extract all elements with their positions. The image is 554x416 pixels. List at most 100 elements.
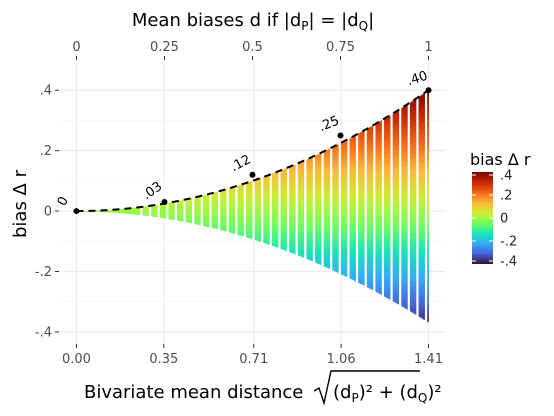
bias-cell (229, 214, 232, 217)
bias-cell (182, 213, 185, 215)
bias-cell (268, 178, 271, 181)
bias-cell (206, 200, 209, 202)
bias-cell (292, 173, 296, 177)
bias-cell (292, 171, 296, 175)
bias-cell (185, 220, 188, 222)
bias-cell (212, 220, 215, 223)
bias-cell (264, 201, 267, 204)
bias-cell (212, 223, 215, 225)
bias-cell (134, 207, 137, 209)
bias-cell (169, 202, 172, 204)
bias-cell (238, 188, 241, 191)
bias-cell (292, 189, 296, 192)
bias-cell (236, 194, 239, 196)
bias-cell (257, 203, 260, 206)
bias-cell (227, 216, 231, 219)
bias-cell (178, 203, 181, 205)
bias-cell (282, 219, 285, 222)
bias-cell (213, 194, 216, 196)
bias-cell (231, 189, 234, 192)
bias-cell (187, 211, 190, 213)
bias-cell (271, 234, 275, 238)
bias-cell (220, 191, 223, 193)
bias-cell (227, 197, 231, 199)
bias-cell (178, 207, 181, 209)
bias-cell (233, 211, 236, 213)
bias-cell (224, 194, 227, 197)
bias-cell (213, 218, 216, 220)
bias-cell (240, 230, 243, 232)
bias-cell (212, 209, 215, 211)
bias-cell (197, 218, 201, 220)
bias-cell (206, 207, 209, 209)
bias-cell (256, 191, 259, 194)
bias-cell (268, 176, 271, 179)
bias-cell (291, 237, 294, 241)
bias-cell (289, 217, 292, 221)
bias-cell (257, 208, 260, 211)
bias-cell (275, 209, 278, 212)
bias-cell (282, 179, 285, 182)
bias-cell (292, 191, 296, 195)
bias-cell (182, 209, 185, 210)
bias-cell (271, 200, 275, 203)
bias-cell (264, 199, 267, 202)
bias-cell (213, 198, 216, 200)
bias-cell (185, 211, 188, 213)
bias-cell (203, 203, 206, 205)
bias-cell (169, 209, 172, 211)
bias-cell (263, 188, 266, 191)
bias-cell (268, 183, 271, 186)
bias-cell (256, 232, 259, 235)
bias-cell (240, 207, 243, 210)
bias-cell (233, 224, 236, 226)
bias-cell (227, 223, 231, 225)
bias-cell (259, 184, 262, 187)
bias-cell (277, 196, 280, 199)
bias-cell (284, 237, 287, 241)
bias-cell (171, 209, 174, 211)
bias-cell (187, 209, 190, 211)
bias-cell (187, 214, 190, 216)
bias-cell (220, 204, 223, 206)
bias-cell (204, 225, 208, 227)
bias-cell (189, 205, 192, 207)
bias-cell (196, 220, 199, 222)
bias-cell (263, 198, 266, 201)
bias-cell (263, 181, 266, 184)
bias-cell (275, 215, 278, 218)
bias-cell (178, 205, 181, 207)
bias-cell (236, 191, 239, 194)
bias-cell (222, 222, 225, 224)
bias-cell (263, 212, 266, 216)
bias-cell (268, 188, 271, 191)
bias-cell (240, 184, 243, 187)
bias-cell (194, 214, 197, 216)
bias-cell (178, 208, 181, 210)
bias-cell (206, 210, 209, 212)
bias-cell (171, 211, 174, 213)
bias-cell (212, 205, 215, 208)
bias-cell (213, 212, 216, 214)
bias-cell (190, 200, 194, 202)
bias-cell (169, 207, 172, 209)
bias-cell (213, 214, 216, 217)
bias-cell (231, 206, 234, 209)
bias-cell (248, 222, 252, 225)
bias-cell (248, 193, 252, 195)
bias-cell (256, 200, 259, 203)
bias-cell (229, 203, 232, 205)
bias-cell (173, 210, 176, 212)
bias-cell (271, 232, 275, 236)
bias-cell (248, 207, 252, 209)
bias-cell (227, 202, 231, 205)
bias-cell (264, 182, 267, 185)
bias-cell (229, 225, 232, 228)
bias-cell (256, 223, 259, 226)
bias-cell (245, 207, 248, 209)
bias-cell (212, 204, 215, 206)
bias-cell (171, 203, 174, 205)
bias-cell (220, 217, 223, 219)
bias-cell (227, 201, 231, 203)
bias-cell (277, 220, 280, 224)
